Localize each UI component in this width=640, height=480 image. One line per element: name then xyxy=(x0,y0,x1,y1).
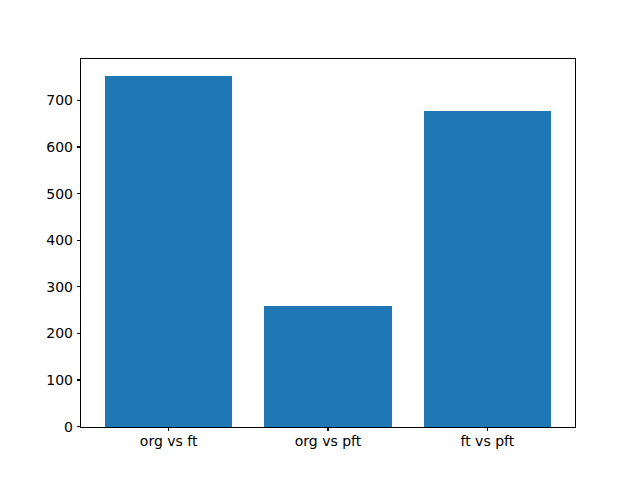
x-axis-tick-mark xyxy=(487,427,488,431)
y-axis-tick-mark xyxy=(77,286,81,287)
y-axis-tick-label: 200 xyxy=(46,326,73,340)
y-axis-tick-label: 400 xyxy=(46,233,73,247)
y-axis-tick-label: 500 xyxy=(46,187,73,201)
y-axis-tick-mark xyxy=(77,240,81,241)
y-axis-tick-mark xyxy=(77,146,81,147)
x-axis-category-label: ft vs pft xyxy=(460,434,514,448)
bar-org-vs-ft xyxy=(105,76,232,426)
y-axis-tick-label: 0 xyxy=(64,420,73,434)
y-axis-tick-label: 600 xyxy=(46,140,73,154)
x-axis-category-label: org vs ft xyxy=(140,434,198,448)
x-axis-tick-mark xyxy=(327,427,328,431)
y-axis-tick-mark xyxy=(77,333,81,334)
y-axis-tick-mark xyxy=(77,379,81,380)
y-axis-tick-label: 100 xyxy=(46,373,73,387)
y-axis-tick-mark xyxy=(77,100,81,101)
y-axis-tick-label: 300 xyxy=(46,280,73,294)
bar-ft-vs-pft xyxy=(424,111,551,427)
figure-canvas: 0 100 200 300 400 500 600 700 org vs ft org vs pf… xyxy=(0,0,640,480)
x-axis-tick-mark xyxy=(168,427,169,431)
y-axis-tick-mark xyxy=(77,426,81,427)
y-axis-tick-mark xyxy=(77,193,81,194)
plot-area: 0100200300400500600700org vs ftorg vs pf… xyxy=(80,58,576,428)
bar-org-vs-pft xyxy=(264,306,391,426)
y-axis-tick-label: 700 xyxy=(46,93,73,107)
x-axis-category-label: org vs pft xyxy=(295,434,362,448)
